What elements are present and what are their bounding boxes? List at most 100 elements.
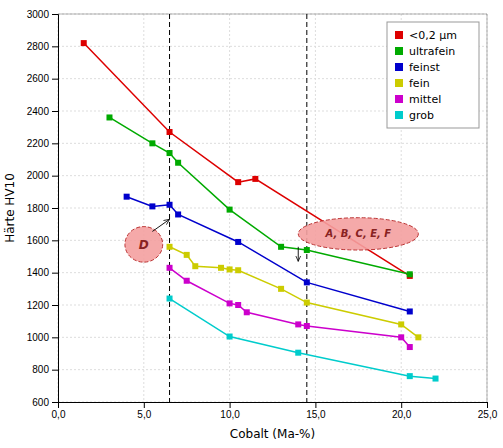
annotations: DA, B, C, E, F	[139, 228, 391, 251]
legend-item: <0,2 μm	[395, 29, 457, 42]
x-tick-label: 5,0	[137, 409, 151, 420]
y-tick-label: 1000	[27, 332, 50, 343]
y-tick-label: 2800	[27, 41, 50, 52]
data-point	[167, 265, 173, 271]
y-tick: 2600	[27, 73, 58, 84]
data-point	[124, 194, 130, 200]
annotation-arrow	[298, 247, 299, 262]
legend-swatch	[395, 47, 403, 55]
legend-label: <0,2 μm	[409, 29, 457, 42]
vertical-line	[306, 14, 307, 402]
y-tick: 800	[32, 364, 58, 375]
grid-line-y	[58, 143, 487, 144]
y-tick: 2800	[27, 41, 58, 52]
y-tick: 3000	[27, 9, 58, 20]
x-tick-label: 20,0	[392, 409, 412, 420]
x-tick-mark	[230, 402, 231, 408]
data-point	[235, 239, 241, 245]
x-tick-mark	[144, 402, 145, 408]
data-point	[227, 300, 233, 306]
series-line	[109, 117, 409, 274]
data-point	[227, 266, 233, 272]
data-point	[175, 160, 181, 166]
y-tick-mark	[52, 240, 58, 241]
data-point	[167, 150, 173, 156]
frame-right	[487, 14, 488, 402]
y-axis: 6008001000120014001600180020002200240026…	[27, 9, 59, 408]
grid-line-y	[58, 337, 487, 338]
legend-swatch	[395, 111, 403, 119]
y-tick: 2200	[27, 138, 58, 149]
y-tick: 1600	[27, 235, 58, 246]
data-point	[167, 244, 173, 250]
y-tick-label: 1400	[27, 267, 50, 278]
data-point	[278, 286, 284, 292]
grid	[58, 14, 487, 402]
data-point	[407, 344, 413, 350]
y-tick-mark	[52, 111, 58, 112]
data-point	[175, 211, 181, 217]
y-tick: 2400	[27, 106, 58, 117]
frame-top	[58, 14, 487, 15]
data-point	[235, 267, 241, 273]
grid-line-y	[58, 369, 487, 370]
grid-line-x	[487, 14, 488, 402]
y-tick-label: 1800	[27, 203, 50, 214]
x-axis: 0,0 5,0 10,0 15,0 20,0 25,0	[52, 402, 498, 420]
chart: 0,05,010,015,020,025,0600800100012001400…	[0, 0, 503, 448]
data-point	[167, 296, 173, 302]
data-point	[149, 140, 155, 146]
x-axis-title: Cobalt (Ma-%)	[230, 427, 315, 441]
grid-line-y	[58, 272, 487, 273]
series-line	[170, 299, 436, 379]
legend: <0,2 μmultrafeinfeinstfeinmittelgrob	[387, 22, 479, 128]
vertical-line	[169, 14, 170, 402]
x-tick: 15,0	[306, 402, 326, 420]
y-tick-mark	[52, 79, 58, 80]
plot-area	[81, 14, 439, 402]
annotation-label: A, B, C, E, F	[324, 228, 391, 239]
data-point	[218, 265, 224, 271]
data-point	[106, 114, 112, 120]
annotation-ellipse	[125, 227, 163, 263]
data-point	[81, 40, 87, 46]
y-axis-line	[52, 15, 59, 403]
y-tick: 600	[32, 397, 58, 408]
data-point	[304, 300, 310, 306]
legend-label: fein	[409, 77, 430, 90]
data-point	[407, 271, 413, 277]
y-tick-mark	[52, 143, 58, 144]
y-tick-label: 2200	[27, 138, 50, 149]
data-point	[304, 323, 310, 329]
legend-swatch	[395, 79, 403, 87]
legend-swatch	[395, 31, 403, 39]
data-point	[433, 376, 439, 382]
x-tick: 0,0	[52, 402, 66, 420]
legend-swatch	[395, 95, 403, 103]
data-point	[192, 263, 198, 269]
x-tick: 5,0	[137, 402, 151, 420]
x-tick: 25,0	[478, 402, 498, 420]
y-tick-label: 2000	[27, 170, 50, 181]
y-tick-mark	[52, 305, 58, 306]
y-axis-title: Härte HV10	[3, 173, 17, 243]
y-tick-mark	[52, 46, 58, 47]
y-tick: 2000	[27, 170, 58, 181]
data-point	[407, 308, 413, 314]
data-point	[184, 252, 190, 258]
x-tick-mark	[401, 402, 402, 408]
grid-line-y	[58, 208, 487, 209]
data-point	[398, 321, 404, 327]
data-point	[184, 278, 190, 284]
annotation-arrow	[152, 219, 169, 231]
x-axis-line	[59, 403, 488, 409]
grid-line-y	[58, 175, 487, 176]
data-point	[304, 247, 310, 253]
x-tick-label: 25,0	[478, 409, 498, 420]
annotation-ellipse	[298, 218, 418, 250]
x-tick-label: 15,0	[306, 409, 326, 420]
x-tick: 10,0	[220, 402, 240, 420]
legend-label: ultrafein	[409, 45, 455, 58]
legend-swatch	[395, 63, 403, 71]
data-point	[227, 207, 233, 213]
